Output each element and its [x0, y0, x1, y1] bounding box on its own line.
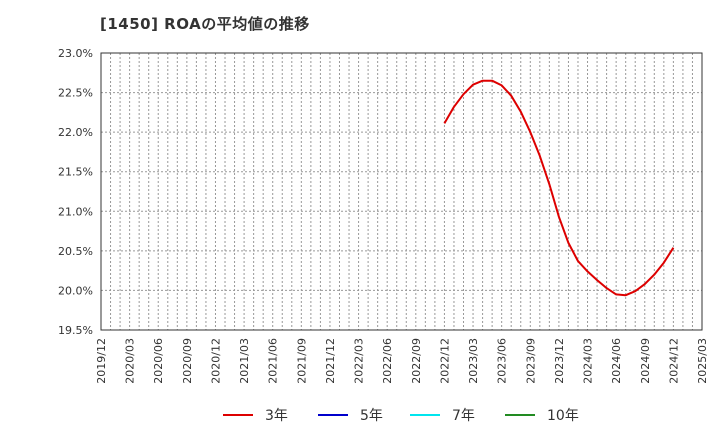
- x-tick-label: 2023/03: [467, 338, 480, 384]
- y-axis-ticks: 19.5% 20.0% 20.5% 21.0% 21.5% 22.0% 22.5% 23.0%: [58, 47, 93, 337]
- series-layer: [443, 79, 675, 297]
- x-tick-label: 2020/06: [152, 338, 165, 384]
- x-tick-label: 2022/06: [381, 338, 394, 384]
- x-tick-label: 2022/09: [410, 338, 423, 384]
- legend-label: 10年: [547, 408, 579, 424]
- y-tick-label: 22.0%: [58, 126, 93, 139]
- chart-title: [1450] ROAの平均値の推移: [100, 15, 310, 33]
- x-tick-label: 2022/12: [438, 338, 451, 384]
- plot-area: [101, 53, 702, 330]
- x-tick-label: 2021/03: [238, 338, 251, 384]
- series-line-3年: [443, 79, 675, 297]
- x-tick-label: 2022/03: [353, 338, 366, 384]
- grid-layer: [101, 53, 702, 330]
- x-tick-label: 2024/12: [667, 338, 680, 384]
- x-tick-label: 2021/12: [324, 338, 337, 384]
- x-tick-label: 2021/09: [295, 338, 308, 384]
- y-tick-label: 21.0%: [58, 205, 93, 218]
- x-tick-label: 2023/09: [524, 338, 537, 384]
- y-tick-label: 21.5%: [58, 166, 93, 179]
- y-tick-label: 22.5%: [58, 87, 93, 100]
- y-tick-label: 19.5%: [58, 324, 93, 337]
- legend: 3年 5年 7年 10年: [223, 408, 579, 424]
- x-tick-label: 2024/09: [639, 338, 652, 384]
- x-tick-label: 2023/12: [553, 338, 566, 384]
- x-tick-label: 2021/06: [267, 338, 280, 384]
- x-tick-label: 2024/06: [610, 338, 623, 384]
- legend-label: 7年: [452, 408, 475, 424]
- x-tick-label: 2020/12: [209, 338, 222, 384]
- x-tick-label: 2020/09: [181, 338, 194, 384]
- legend-label: 3年: [265, 408, 288, 424]
- y-tick-label: 23.0%: [58, 47, 93, 60]
- x-tick-label: 2019/12: [95, 338, 108, 384]
- x-tick-label: 2024/03: [582, 338, 595, 384]
- legend-label: 5年: [360, 408, 383, 424]
- y-tick-label: 20.0%: [58, 284, 93, 297]
- x-tick-label: 2020/03: [124, 338, 137, 384]
- x-axis-ticks: 2019/12 2020/03 2020/06 2020/09 2020/12 2021/…: [95, 338, 709, 384]
- x-tick-label: 2025/03: [696, 338, 709, 384]
- y-tick-label: 20.5%: [58, 245, 93, 258]
- plot-border: [100, 52, 703, 331]
- x-tick-label: 2023/06: [496, 338, 509, 384]
